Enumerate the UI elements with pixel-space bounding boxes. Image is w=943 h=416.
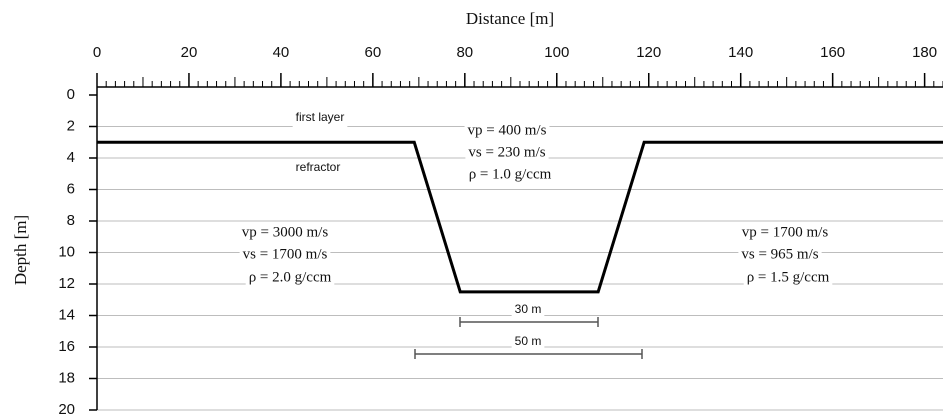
annotation-bg [738,224,832,242]
x-tick-label: 120 [636,44,661,61]
x-tick-label: 20 [181,44,198,61]
annotation: vp = 400 m/s [468,122,547,138]
x-tick-label: 0 [93,44,101,61]
annotation-bg [465,166,555,184]
y-tick-label: 4 [67,149,75,166]
annotation-bg [292,159,344,177]
x-tick-label: 40 [273,44,290,61]
y-tick-label: 0 [67,86,75,103]
annotation-bg [465,144,549,162]
annotation: vs = 965 m/s [741,246,818,262]
x-tick-label: 100 [544,44,569,61]
annotation: refractor [296,160,341,174]
annotation: vp = 1700 m/s [742,224,829,240]
y-tick-label: 8 [67,212,75,229]
x-tick-label: 60 [365,44,382,61]
y-tick-label: 12 [58,275,75,292]
annotation-bg [239,246,331,264]
x-tick-label: 160 [820,44,845,61]
x-tick-label: 180 [912,44,937,61]
x-tick-label: 80 [456,44,473,61]
annotation-bg [245,269,335,287]
annotation-bg [511,301,545,319]
annotation-bg [238,224,332,242]
y-tick-label: 20 [58,401,75,416]
y-tick-label: 2 [67,117,75,134]
chart-title: Distance [m] [466,9,554,28]
y-tick-label: 6 [67,180,75,197]
y-tick-label: 18 [58,369,75,386]
annotation-bg [743,269,833,287]
annotation-bg [292,109,348,127]
y-tick-label: 14 [58,306,75,323]
y-tick-label: 16 [58,338,75,355]
x-tick-label: 140 [728,44,753,61]
annotation: first layer [296,110,345,124]
annotation-bg [511,333,545,351]
annotation: vs = 230 m/s [468,144,545,160]
annotation: ρ = 1.5 g/ccm [747,269,830,285]
y-axis-label: Depth [m] [11,215,30,285]
annotation: ρ = 2.0 g/ccm [249,269,332,285]
annotation: 30 m [515,302,542,316]
annotation-bg [464,122,550,140]
refractor-line [97,140,943,294]
y-tick-label: 10 [58,243,75,260]
annotation: vp = 3000 m/s [242,224,329,240]
annotation: ρ = 1.0 g/ccm [469,166,552,182]
annotation: vs = 1700 m/s [243,246,328,262]
annotation: 50 m [515,334,542,348]
annotation-bg [738,246,822,264]
